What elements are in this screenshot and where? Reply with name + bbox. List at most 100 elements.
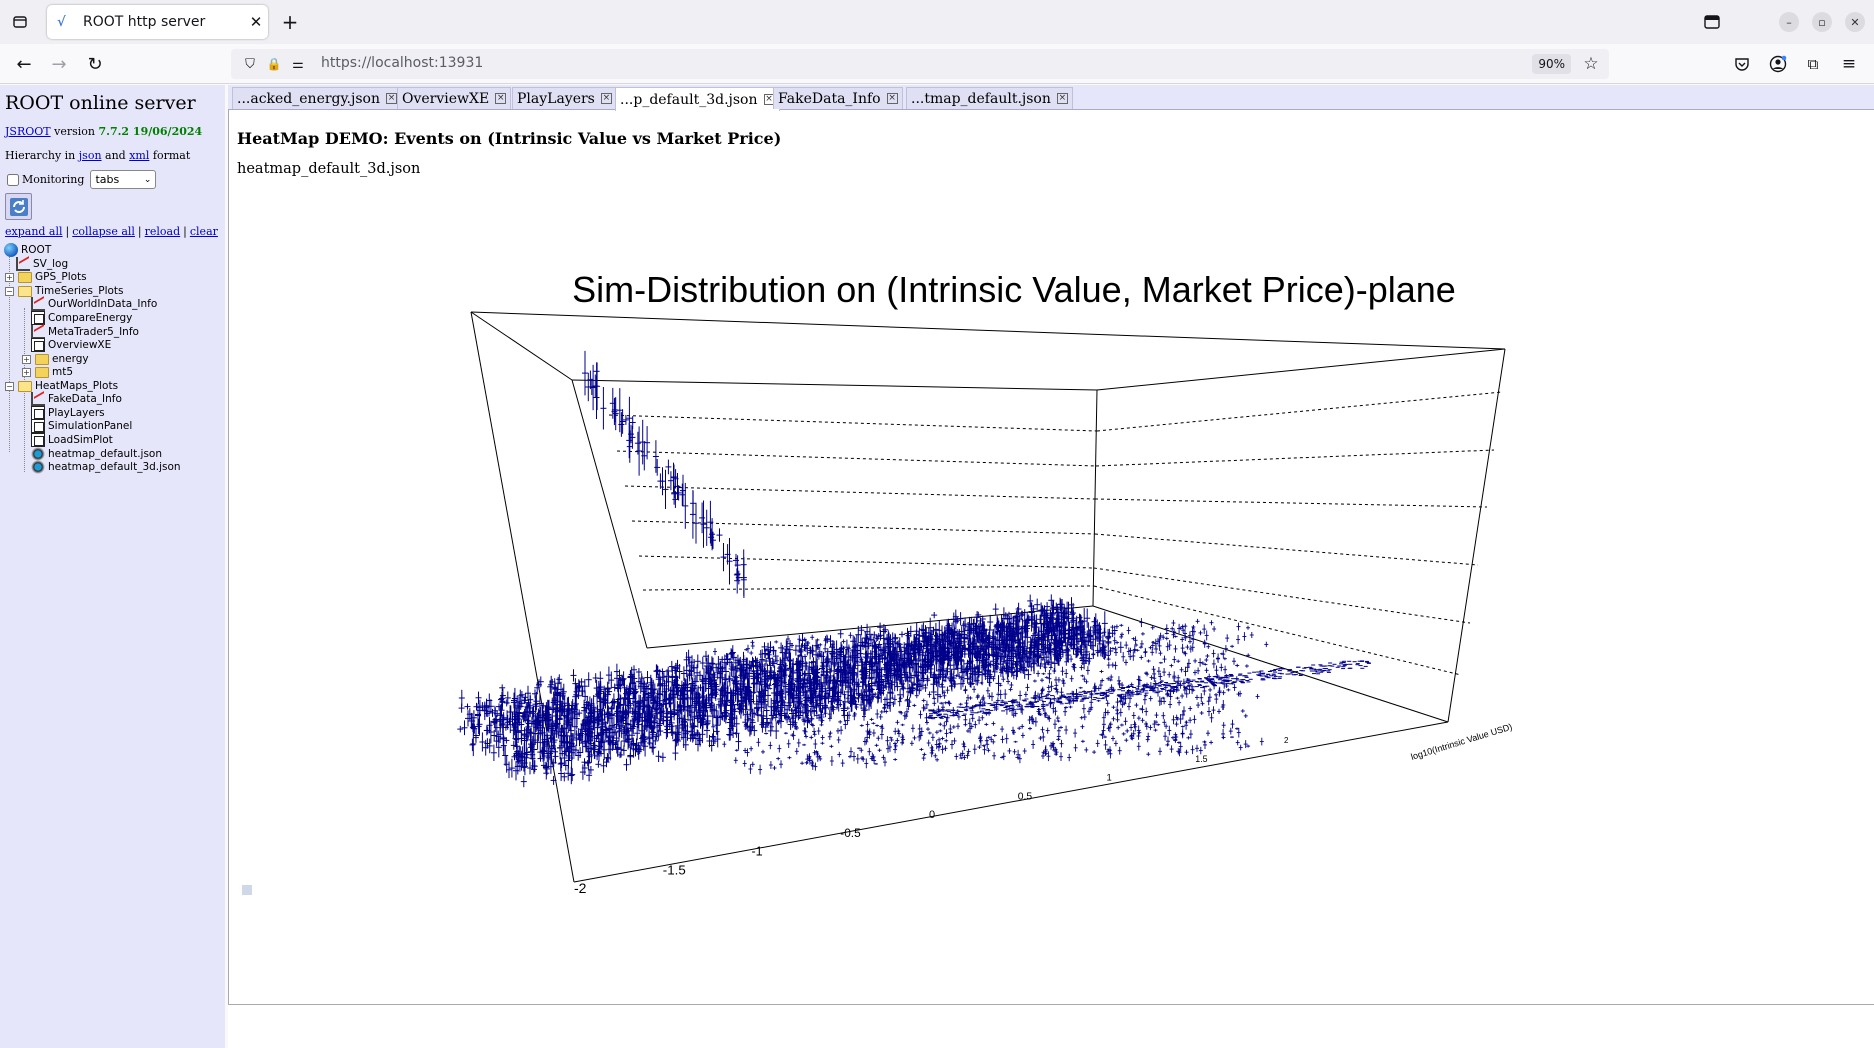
tree-item-overviewxe[interactable]: OverviewXE [31, 337, 111, 353]
minimize-icon[interactable]: – [1779, 12, 1799, 32]
account-icon[interactable] [1766, 52, 1790, 76]
server-title: ROOT online server [5, 92, 196, 114]
canvas-icon [31, 433, 45, 447]
tree-item-sv-log[interactable]: SV_log [16, 256, 68, 272]
pocket-icon[interactable] [1730, 52, 1754, 76]
browser-tab[interactable]: √ ROOT http server ✕ [47, 5, 268, 39]
collapse-minus-icon[interactable]: − [5, 381, 14, 391]
reload-hierarchy-button[interactable] [5, 193, 32, 220]
browser-tab-title: ROOT http server [83, 14, 206, 30]
favicon-icon: √ [57, 14, 66, 30]
tab-stacked-energy[interactable]: ...acked_energy.json × [232, 87, 402, 109]
clear-link[interactable]: clear [189, 225, 218, 238]
tree-item-heatmap-default-3d[interactable]: heatmap_default_3d.json [31, 459, 181, 475]
url-bar[interactable]: ⛉ 🔒 ⚌ https://localhost:13931 90% ☆ [231, 49, 1609, 79]
menu-hamburger-icon[interactable]: ≡ [1841, 54, 1857, 74]
box-edge [1096, 348, 1506, 391]
tab-heatmap-default[interactable]: ...tmap_default.json × [906, 87, 1073, 109]
tree-item-label: heatmap_default_3d.json [48, 461, 181, 473]
sidebar-toggle-icon[interactable] [1700, 10, 1724, 34]
command-links: expand all | collapse all | reload | clear [5, 225, 218, 238]
tree-item-playlayers[interactable]: PlayLayers [31, 405, 105, 421]
lego-plot-3d[interactable]: Sim-Distribution on (Intrinsic Value, Ma… [229, 170, 1869, 930]
file-label: heatmap_default_3d.json [237, 161, 421, 177]
tree-item-label: SimulationPanel [48, 420, 133, 432]
bookmark-star-icon[interactable]: ☆ [1583, 54, 1599, 74]
tree-item-compareenergy[interactable]: CompareEnergy [31, 310, 132, 326]
tree-item-mt5[interactable]: + mt5 [22, 364, 73, 380]
tab-list-icon[interactable] [8, 10, 32, 34]
close-icon[interactable]: × [1056, 93, 1068, 104]
tree-item-label: heatmap_default.json [48, 448, 162, 460]
shield-icon[interactable]: ⛉ [245, 56, 255, 72]
refresh-icon [9, 197, 28, 216]
close-tab-icon[interactable]: ✕ [249, 13, 263, 31]
tab-label: OverviewXE [402, 90, 490, 107]
expand-plus-icon[interactable]: + [22, 354, 31, 364]
window-close-icon[interactable]: ✕ [1845, 12, 1865, 32]
tree-item-gps-plots[interactable]: + GPS_Plots [5, 269, 87, 285]
folder-open-icon [18, 285, 32, 297]
layout-select-value: tabs [95, 173, 120, 186]
monitoring-checkbox[interactable] [7, 173, 19, 186]
tree-item-simulationpanel[interactable]: SimulationPanel [31, 418, 132, 434]
back-arrow-icon[interactable]: ← [16, 53, 32, 75]
tree-item-heatmaps-plots[interactable]: − HeatMaps_Plots [5, 378, 118, 394]
reload-page-icon[interactable]: ↻ [87, 53, 103, 75]
grid-line [608, 414, 1098, 432]
collapse-all-link[interactable]: collapse all [72, 225, 135, 238]
grid-line [1096, 391, 1503, 432]
format-word: format [152, 149, 191, 162]
tab-overviewxe[interactable]: OverviewXE × [397, 87, 512, 109]
url-text[interactable]: https://localhost:13931 [321, 55, 484, 71]
navigation-bar: ← → ↻ ⛉ 🔒 ⚌ https://localhost:13931 90% … [0, 44, 1874, 84]
zoom-level-badge[interactable]: 90% [1532, 54, 1571, 74]
expand-all-link[interactable]: expand all [5, 225, 63, 238]
main-content: ...acked_energy.json × OverviewXE × PlayLa… [228, 85, 1874, 1048]
tab-fakedata-info[interactable]: FakeData_Info × [773, 87, 903, 109]
tree-item-root[interactable]: ROOT [4, 242, 51, 258]
box-edge [1447, 348, 1506, 723]
tab-heatmap-default-3d[interactable]: ...p_default_3d.json × [615, 87, 780, 111]
close-icon[interactable]: × [495, 93, 507, 104]
tab-playlayers[interactable]: PlayLayers × [512, 87, 617, 109]
tree-item-heatmap-default[interactable]: heatmap_default.json [31, 446, 162, 462]
close-icon[interactable]: × [385, 93, 397, 104]
grid-line [631, 520, 1096, 535]
forward-arrow-icon[interactable]: → [51, 53, 67, 75]
chart-title: Sim-Distribution on (Intrinsic Value, Ma… [572, 269, 1456, 310]
tree-item-label: OverviewXE [48, 339, 112, 351]
collapse-minus-icon[interactable]: − [5, 286, 14, 296]
xml-link[interactable]: xml [129, 149, 150, 162]
close-icon[interactable]: × [600, 93, 612, 104]
box-edge [573, 721, 1449, 883]
lock-icon[interactable]: 🔒 [266, 57, 282, 71]
tree-item-label: PlayLayers [48, 407, 105, 419]
json-link[interactable]: json [78, 149, 102, 162]
tree-item-ourworldindata-info[interactable]: OurWorldInData_Info [31, 296, 157, 312]
maximize-icon[interactable]: ▫ [1812, 12, 1832, 32]
layout-select[interactable]: tabs ⌄ [90, 170, 157, 189]
tree-item-loadsimplot[interactable]: LoadSimPlot [31, 432, 113, 448]
tree-item-label: LoadSimPlot [48, 434, 113, 446]
grid-line [642, 585, 1095, 591]
new-tab-icon[interactable]: + [281, 10, 299, 34]
tree-item-timeseries-plots[interactable]: − TimeSeries_Plots [5, 283, 124, 299]
reload-link[interactable]: reload [144, 225, 181, 238]
expand-plus-icon[interactable]: + [22, 367, 31, 377]
plot-frame: HeatMap DEMO: Events on (Intrinsic Value… [228, 110, 1874, 1005]
extensions-icon[interactable]: ⧉ [1807, 55, 1819, 73]
grid-line [1094, 498, 1488, 508]
version-line: JSROOT version 7.7.2 19/06/2024 [5, 125, 202, 138]
monitoring-row: Monitoring tabs ⌄ [7, 170, 157, 189]
canvas-icon [31, 406, 45, 420]
folder-icon [35, 366, 49, 378]
jsroot-link[interactable]: JSROOT [5, 125, 51, 138]
expand-plus-icon[interactable]: + [5, 272, 14, 282]
close-icon[interactable]: × [886, 93, 898, 104]
grid-line [1094, 533, 1479, 566]
folder-icon [35, 353, 49, 365]
tree-item-fakedata-info[interactable]: FakeData_Info [31, 391, 122, 407]
site-permissions-icon[interactable]: ⚌ [292, 56, 304, 72]
tree-item-energy[interactable]: + energy [22, 351, 89, 367]
